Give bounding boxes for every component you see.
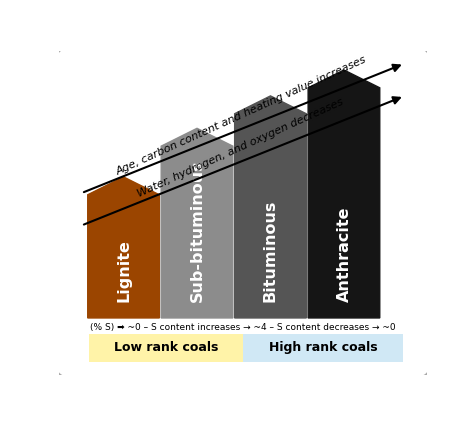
Text: High rank coals: High rank coals — [268, 341, 377, 354]
Polygon shape — [88, 177, 159, 318]
Polygon shape — [235, 96, 306, 318]
Text: Anthracite: Anthracite — [337, 206, 351, 302]
Text: Low rank coals: Low rank coals — [114, 341, 218, 354]
Text: Bituminous: Bituminous — [263, 200, 278, 302]
Polygon shape — [308, 70, 380, 318]
Text: Sub-bituminous: Sub-bituminous — [190, 159, 204, 302]
Bar — [243, 334, 403, 362]
Polygon shape — [161, 128, 233, 318]
Text: (% S) ➡ ~0 – S content increases → ~4 – S content decreases → ~0: (% S) ➡ ~0 – S content increases → ~4 – … — [90, 323, 396, 332]
Text: Water, hydrogen, and oxygen decreases: Water, hydrogen, and oxygen decreases — [137, 97, 346, 199]
Bar — [89, 334, 243, 362]
Text: Lignite: Lignite — [116, 239, 131, 302]
FancyBboxPatch shape — [55, 47, 430, 378]
Text: Age, carbon content and heating value increases: Age, carbon content and heating value in… — [114, 54, 368, 177]
